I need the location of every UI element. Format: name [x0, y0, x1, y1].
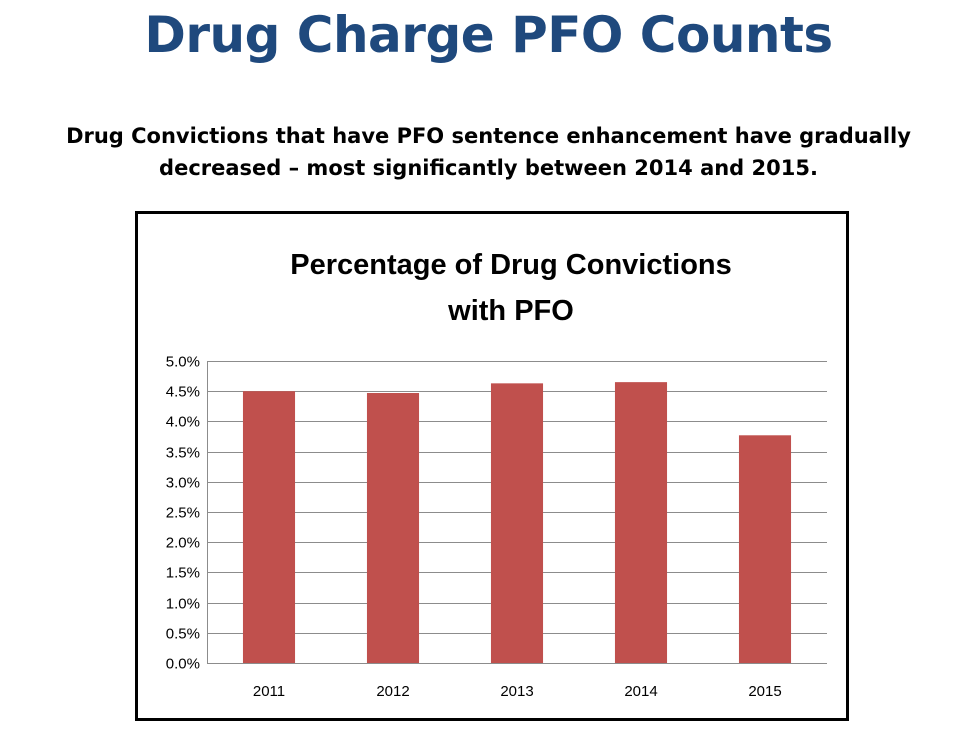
bar-chart: Percentage of Drug Convictions with PFO … — [166, 249, 827, 700]
x-tick-label: 2011 — [253, 683, 285, 700]
y-tick-label: 1.0% — [166, 596, 200, 613]
chart-title-line-1: Percentage of Drug Convictions — [290, 249, 732, 281]
y-tick-label: 2.5% — [166, 505, 200, 522]
bar-2011 — [242, 391, 296, 663]
y-tick-label: 4.5% — [166, 384, 200, 401]
x-tick-label: 2013 — [500, 683, 533, 700]
y-tick-label: 5.0% — [166, 354, 200, 371]
x-tick-label: 2012 — [376, 683, 409, 700]
y-tick-label: 0.5% — [166, 626, 200, 643]
bar-2014 — [614, 382, 668, 663]
subtitle-line-2: decreased – most significantly between 2… — [159, 156, 818, 180]
bar-2012 — [366, 393, 420, 663]
slide-subtitle: Drug Convictions that have PFO sentence … — [40, 120, 937, 184]
subtitle-line-1: Drug Convictions that have PFO sentence … — [66, 124, 911, 148]
y-tick-label: 4.0% — [166, 414, 200, 431]
x-axis-tick-labels: 2011 2012 2013 2014 2015 — [253, 683, 782, 700]
y-tick-label: 3.0% — [166, 475, 200, 492]
y-tick-label: 3.5% — [166, 445, 200, 462]
bar-2013 — [490, 383, 544, 663]
chart-frame: Percentage of Drug Convictions with PFO … — [135, 211, 849, 721]
y-tick-label: 0.0% — [166, 656, 200, 673]
x-tick-label: 2015 — [748, 683, 781, 700]
y-tick-label: 1.5% — [166, 565, 200, 582]
bars — [242, 382, 792, 663]
slide-title: Drug Charge PFO Counts — [144, 6, 833, 64]
bar-2015 — [738, 435, 792, 663]
y-axis-tick-labels: 0.0% 0.5% 1.0% 1.5% 2.0% 2.5% 3.0% 3.5% 4.0% 4.5%… — [166, 354, 200, 673]
chart-title-line-2: with PFO — [447, 295, 574, 327]
y-tick-label: 2.0% — [166, 535, 200, 552]
x-tick-label: 2014 — [624, 683, 657, 700]
